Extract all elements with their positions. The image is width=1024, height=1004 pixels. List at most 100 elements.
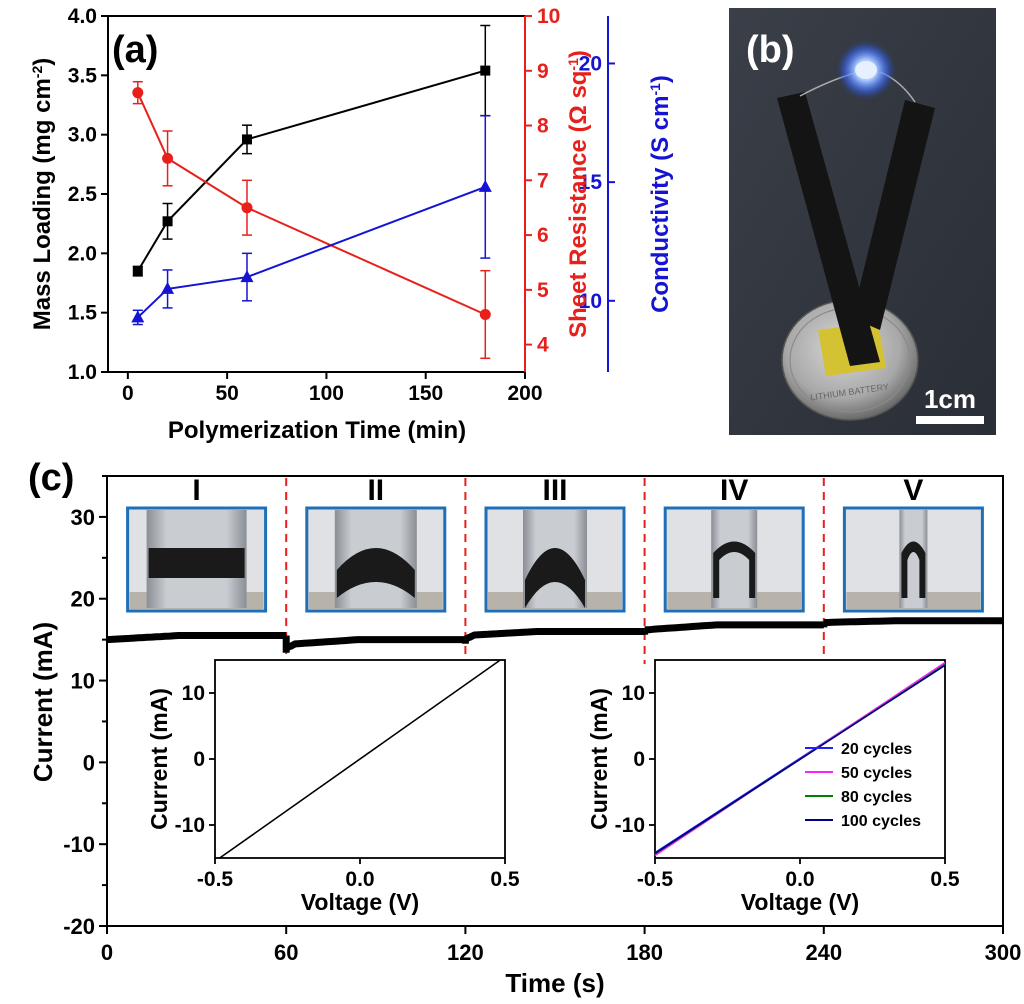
a-ytick-right1-label: 4 — [537, 334, 549, 357]
a-ytick-left-label: 1.5 — [68, 302, 98, 325]
inset-ytick-label: 10 — [622, 682, 645, 705]
stage-label: III — [542, 474, 567, 507]
a-ytick-right1-label: 10 — [537, 5, 560, 28]
panel-b-label: (b) — [746, 29, 795, 71]
data-point-sheet-resistance — [241, 202, 253, 214]
legend-label: 80 cycles — [841, 789, 912, 806]
electrode-strip-right — [852, 100, 935, 330]
data-point-sheet-resistance — [162, 152, 174, 164]
stage-photo-3: III — [484, 474, 626, 613]
inset-chart-1: -0.5 0.0 0.5 -10 0 10 Voltage (V) Current (mA) — [146, 659, 520, 915]
c-ytick-label: -10 — [63, 832, 95, 857]
inset-xtick-label: 0.0 — [785, 868, 814, 891]
legend-label: 50 cycles — [841, 765, 912, 782]
inset-ytick-label: -10 — [175, 814, 205, 837]
inset-xtick-label: 0.5 — [490, 868, 520, 891]
a-xtick-label: 100 — [309, 382, 344, 405]
c-xtick-label: 120 — [447, 940, 484, 965]
inset-xlabel: Voltage (V) — [301, 889, 419, 915]
inset-iv-line — [219, 659, 501, 859]
a-ytick-right1-label: 8 — [537, 115, 549, 138]
stage-label: V — [903, 474, 923, 507]
legend-label: 20 cycles — [841, 741, 912, 758]
c-xtick-label: 240 — [805, 940, 842, 965]
panel-b-photo: LITHIUM BATTERY (b) 1cm — [729, 8, 996, 435]
stage-photo-4: IV — [663, 474, 805, 613]
bent-film — [713, 541, 756, 598]
data-point-mass-loading — [242, 134, 252, 145]
stage-photo-2: II — [305, 474, 447, 613]
a-xtick-label: 50 — [215, 382, 238, 405]
inset-xtick-label: -0.5 — [197, 868, 234, 891]
bent-film — [148, 548, 245, 578]
a-xtick-label: 200 — [507, 382, 542, 405]
a-ytick-right1-label: 9 — [537, 60, 549, 83]
inset-ylabel: Current (mA) — [146, 688, 172, 830]
a-ytick-left-label: 2.5 — [68, 183, 98, 206]
a-ytick-right1-label: 7 — [537, 169, 549, 192]
legend-label: 100 cycles — [841, 813, 921, 830]
c-ytick-label: -20 — [63, 914, 95, 939]
stage-label: IV — [720, 474, 748, 507]
inset-ytick-label: -10 — [615, 814, 645, 837]
inset-ytick-label: 0 — [193, 748, 205, 771]
inset-ytick-label: 0 — [633, 748, 645, 771]
a-ytick-left-label: 4.0 — [68, 5, 97, 28]
electrode-strip-left — [777, 92, 880, 366]
data-point-conductivity — [240, 270, 254, 283]
photo-frame — [126, 506, 268, 613]
a-ytick-left-label: 1.0 — [68, 361, 97, 384]
series-line-mass-loading — [136, 69, 486, 272]
stage-label: I — [192, 474, 200, 507]
a-ytick-left-label: 2.0 — [68, 242, 97, 265]
bent-film — [525, 548, 585, 608]
series-line-conductivity — [137, 185, 486, 319]
inset-xlabel: Voltage (V) — [741, 889, 859, 915]
c-ytick-label: 0 — [83, 750, 95, 775]
current-trace-segment — [285, 636, 466, 652]
scale-bar-label: 1cm — [924, 384, 976, 414]
panel-a-ylabel-conductivity: Conductivity (S cm-1) — [647, 75, 674, 313]
photo-frame — [842, 506, 984, 613]
c-xtick-label: 0 — [101, 940, 113, 965]
scale-bar — [916, 416, 984, 424]
inset-xtick-label: -0.5 — [637, 868, 674, 891]
a-xtick-label: 150 — [408, 382, 443, 405]
photo-frame — [484, 506, 626, 613]
series-line-sheet-resistance — [136, 92, 486, 316]
data-point-mass-loading — [480, 65, 491, 76]
a-ytick-right1-label: 6 — [537, 224, 549, 247]
c-ytick-label: 20 — [71, 587, 95, 612]
c-ytick-label: 10 — [71, 669, 95, 694]
panel-c-xlabel: Time (s) — [505, 968, 604, 998]
led-bulb — [855, 61, 877, 79]
a-ytick-right2-label: 10 — [579, 290, 602, 313]
panel-a-frame — [107, 15, 526, 373]
c-xtick-label: 60 — [274, 940, 298, 965]
panel-c-frame — [106, 475, 1004, 927]
c-xtick-label: 300 — [985, 940, 1022, 965]
inset-ylabel: Current (mA) — [586, 688, 612, 830]
data-point-sheet-resistance — [479, 308, 491, 320]
a-xtick-label: 0 — [122, 382, 134, 405]
data-point-conductivity — [161, 281, 175, 294]
current-trace-segment — [106, 632, 287, 644]
bent-film — [336, 548, 415, 598]
stage-label: II — [367, 474, 384, 507]
panel-a-xlabel: Polymerization Time (min) — [168, 417, 466, 444]
a-ytick-left-label: 3.0 — [68, 124, 97, 147]
c-ytick-label: 30 — [71, 505, 95, 530]
c-xtick-label: 180 — [626, 940, 663, 965]
photo-frame — [663, 506, 805, 613]
a-ytick-right2-label: 20 — [579, 52, 602, 75]
a-ytick-left-label: 3.5 — [68, 64, 98, 87]
inset-chart-2: -0.5 0.0 0.5 -10 0 10 Voltage (V) Current (mA) 2… — [586, 659, 960, 915]
data-point-conductivity — [131, 310, 145, 323]
panel-a-ylabel-left: Mass Loading (mg cm-2) — [29, 58, 56, 331]
current-trace-segment — [644, 621, 824, 634]
data-point-conductivity — [478, 179, 492, 192]
photo-frame — [305, 506, 447, 613]
current-trace-segment — [823, 617, 1003, 626]
